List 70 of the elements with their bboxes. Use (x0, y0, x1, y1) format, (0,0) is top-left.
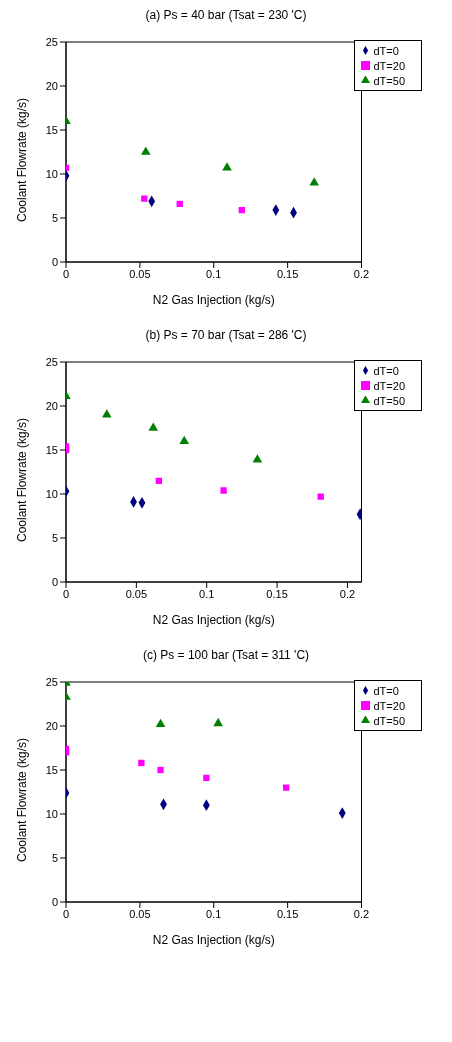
point (148, 422, 159, 431)
y-tick-label: 0 (51, 575, 58, 588)
chart-title: (c) Ps = 100 bar (Tsat = 311 'C) (141, 648, 311, 662)
x-tick-label: 0.1 (206, 267, 222, 280)
point (282, 784, 290, 791)
legend-label: dT=0 (373, 365, 399, 377)
point (309, 177, 320, 186)
legend-label: dT=50 (373, 75, 405, 87)
legend-label: dT=0 (373, 45, 399, 57)
y-tick-label: 25 (45, 355, 58, 368)
y-tick-label: 5 (51, 851, 58, 864)
x-tick-label: 0.1 (199, 587, 215, 600)
y-tick-label: 10 (45, 487, 58, 500)
x-tick-label: 0 (62, 587, 70, 600)
y-tick-label: 20 (45, 719, 58, 732)
x-tick-label: 0.2 (353, 267, 370, 280)
point (140, 146, 151, 155)
y-axis-title: Coolant Flowrate (kg/s) (15, 737, 30, 862)
y-tick-label: 10 (45, 167, 58, 180)
legend-label: dT=20 (373, 60, 405, 72)
point (157, 766, 164, 774)
point (141, 195, 148, 202)
y-tick-label: 5 (51, 211, 58, 224)
x-tick-label: 0 (62, 267, 70, 280)
point (252, 454, 263, 463)
y-tick-label: 15 (45, 443, 58, 456)
y-tick-label: 20 (45, 399, 58, 412)
y-tick-label: 20 (45, 79, 58, 92)
x-axis-title: N2 Gas Injection (kg/s) (152, 933, 275, 947)
x-axis-title: N2 Gas Injection (kg/s) (152, 293, 275, 307)
legend-label: dT=20 (373, 700, 405, 712)
x-tick-label: 0.2 (339, 587, 356, 600)
x-tick-label: 0.05 (125, 587, 148, 600)
point (179, 435, 190, 444)
point (102, 409, 112, 418)
point (238, 206, 245, 214)
x-tick-label: 0.15 (266, 587, 288, 600)
x-tick-label: 0 (62, 907, 70, 920)
point (220, 487, 227, 494)
y-tick-label: 25 (45, 675, 58, 688)
point (155, 477, 163, 484)
x-tick-label: 0.15 (276, 907, 299, 920)
point (155, 718, 166, 728)
point (176, 200, 183, 208)
x-tick-label: 0.05 (129, 907, 151, 920)
point (317, 493, 324, 500)
chart-title: (b) Ps = 70 bar (Tsat = 286 'C) (144, 328, 308, 342)
x-tick-label: 0.1 (206, 907, 222, 920)
chart-title: (a) Ps = 40 bar (Tsat = 230 'C) (144, 8, 308, 22)
point (213, 717, 223, 727)
point (203, 774, 210, 782)
y-axis-title: Coolant Flowrate (kg/s) (15, 97, 30, 222)
y-tick-label: 0 (51, 895, 58, 908)
point (138, 759, 145, 767)
point (222, 162, 232, 171)
legend-label: dT=50 (373, 715, 405, 727)
legend-label: dT=0 (373, 685, 399, 697)
legend-label: dT=20 (373, 380, 405, 392)
y-tick-label: 10 (45, 807, 58, 820)
y-tick-label: 0 (51, 255, 58, 268)
y-axis-title: Coolant Flowrate (kg/s) (15, 417, 30, 542)
x-axis-title: N2 Gas Injection (kg/s) (152, 613, 275, 627)
y-tick-label: 15 (45, 123, 58, 136)
y-tick-label: 15 (45, 763, 58, 776)
y-tick-label: 25 (45, 35, 58, 48)
x-tick-label: 0.2 (353, 907, 370, 920)
x-tick-label: 0.05 (129, 267, 151, 280)
legend-label: dT=50 (373, 395, 405, 407)
x-tick-label: 0.15 (276, 267, 299, 280)
y-tick-label: 5 (51, 531, 58, 544)
